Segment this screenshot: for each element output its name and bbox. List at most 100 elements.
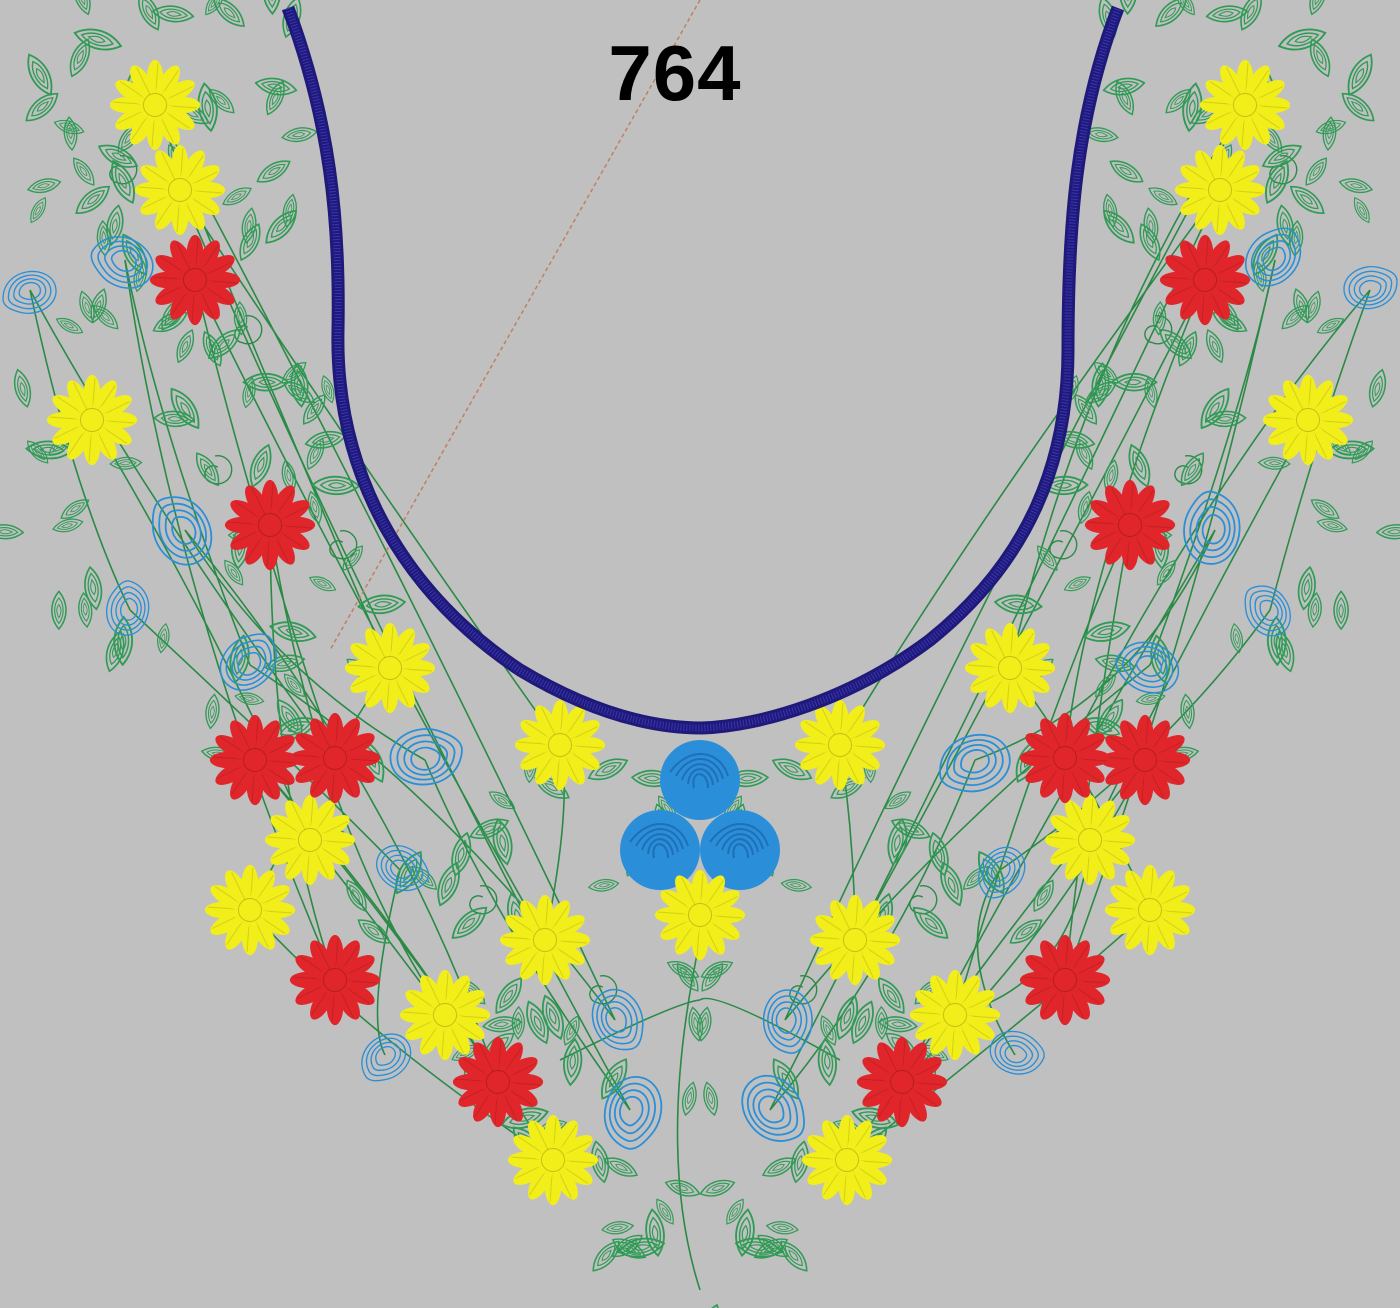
blue-paisley-icon <box>741 1074 805 1142</box>
green-leaf-icon <box>208 328 242 360</box>
green-leaf-icon <box>241 207 257 244</box>
green-leaf-icon <box>780 878 813 892</box>
green-spiral-icon <box>234 315 263 345</box>
green-leaf-icon <box>27 53 53 96</box>
green-leaf-icon <box>1309 38 1331 78</box>
green-leaf-icon <box>151 5 195 23</box>
blue-paisley-icon <box>1183 490 1241 565</box>
green-leaf-icon <box>1230 622 1243 654</box>
green-leaf-icon <box>734 1237 783 1258</box>
green-leaf-icon <box>699 1179 736 1197</box>
blue-paisley-icon <box>1115 641 1180 694</box>
vine-stem <box>154 104 616 1021</box>
green-leaf-icon <box>357 594 407 615</box>
green-leaf-icon <box>1063 576 1092 592</box>
green-leaf-icon <box>51 590 67 631</box>
yellow-daisy-icon <box>801 1114 893 1206</box>
green-leaf-icon <box>195 452 220 487</box>
green-leaf-icon <box>53 119 85 135</box>
vine-stem <box>784 104 1246 1021</box>
green-leaf-icon <box>1310 499 1340 519</box>
red-daisy-icon <box>1099 714 1191 806</box>
green-leaf-icon <box>276 698 303 737</box>
yellow-daisy-icon <box>399 969 491 1061</box>
green-leaf-icon <box>1094 654 1136 673</box>
vine-stem <box>699 997 841 1061</box>
green-leaf-icon <box>1053 430 1096 449</box>
blue-paisley-icon <box>361 1033 412 1082</box>
vine-stem <box>854 279 1206 941</box>
yellow-daisy-icon <box>1104 864 1196 956</box>
blue-paisley-icon <box>1244 585 1291 637</box>
yellow-daisy-icon <box>46 374 138 466</box>
green-leaf-icon <box>1115 80 1134 116</box>
neckline-stitch <box>284 6 1122 732</box>
yellow-daisy-icon <box>204 864 296 956</box>
green-leaf-icon <box>940 861 963 907</box>
green-leaf-icon <box>306 437 325 471</box>
green-leaf-icon <box>851 1000 874 1045</box>
green-leaf-icon <box>205 0 224 16</box>
green-leaf-icon <box>262 0 282 16</box>
green-leaf-icon <box>1152 300 1167 336</box>
blue-rose-icon <box>700 810 780 890</box>
green-leaf-icon <box>321 375 335 404</box>
green-leaf-icon <box>1176 0 1195 16</box>
green-leaf-icon <box>1103 193 1118 228</box>
green-leaf-icon <box>603 1157 639 1177</box>
green-leaf-icon <box>242 377 256 409</box>
yellow-daisy-icon <box>514 699 606 791</box>
blue-paisley-icon <box>939 734 1011 793</box>
green-leaf-icon <box>1074 393 1097 425</box>
green-leaf-icon <box>1155 0 1188 27</box>
green-leaf-icon <box>222 187 252 206</box>
blue-rose-icon <box>660 740 740 820</box>
green-leaf-icon <box>1180 693 1195 730</box>
vine-stem <box>376 869 401 1056</box>
green-leaf-icon <box>308 576 337 592</box>
green-leaf-icon <box>587 878 620 892</box>
red-daisy-icon <box>1019 934 1111 1026</box>
green-leaf-icon <box>239 223 261 262</box>
green-leaf-icon <box>264 654 306 673</box>
vine-stem <box>784 664 1151 1021</box>
green-leaf-icon <box>55 317 84 334</box>
red-daisy-icon <box>1019 712 1111 804</box>
vine-stem <box>424 759 631 1111</box>
green-leaf-icon <box>170 387 200 430</box>
green-leaf-icon <box>202 330 222 367</box>
green-leaf-icon <box>1109 160 1144 183</box>
green-leaf-icon <box>771 758 813 781</box>
green-spiral-icon <box>789 975 818 1005</box>
green-leaf-icon <box>1289 185 1325 215</box>
green-leaf-icon <box>563 1015 580 1046</box>
green-leaf-icon <box>451 831 472 877</box>
green-leaf-icon <box>281 127 318 143</box>
blue-paisley-icon <box>376 845 430 892</box>
green-leaf-icon <box>1265 159 1289 205</box>
green-leaf-icon <box>696 1006 712 1042</box>
green-leaf-icon <box>890 818 931 840</box>
vine-stem <box>1064 259 1276 981</box>
green-leaf-icon <box>282 193 297 228</box>
vine-stem <box>184 529 426 761</box>
blue-paisley-icon <box>2 270 57 315</box>
green-leaf-icon <box>1143 207 1159 244</box>
green-leaf-icon <box>645 1208 665 1257</box>
green-leaf-icon <box>912 906 949 939</box>
blue-paisley-icon <box>90 236 154 289</box>
yellow-daisy-icon <box>344 622 436 714</box>
green-leaf-icon <box>1139 223 1161 262</box>
green-leaf-icon <box>1009 919 1043 944</box>
green-leaf-icon <box>820 1015 837 1046</box>
green-leaf-icon <box>1205 5 1249 23</box>
green-spiral-icon <box>1144 315 1173 345</box>
green-leaf-icon <box>1091 362 1110 408</box>
green-leaf-icon <box>311 475 361 496</box>
green-leaf-icon <box>703 1081 719 1117</box>
green-leaf-icon <box>304 430 347 449</box>
green-leaf-icon <box>1277 28 1327 51</box>
blue-paisley-icon <box>106 580 150 636</box>
